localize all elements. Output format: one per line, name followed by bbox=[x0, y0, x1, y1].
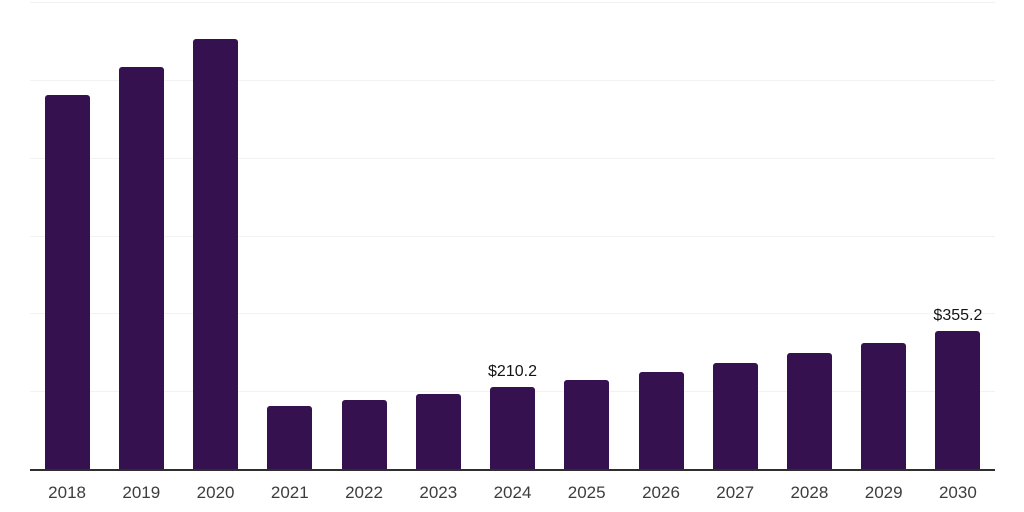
x-tick-label: 2025 bbox=[567, 483, 606, 502]
x-tick-label: 2028 bbox=[790, 483, 829, 502]
x-tick-label: 2023 bbox=[419, 483, 458, 502]
bar-2021 bbox=[267, 406, 313, 469]
bar-value-label: $355.2 bbox=[933, 306, 983, 324]
x-tick-label: 2026 bbox=[642, 483, 680, 502]
gridline bbox=[30, 2, 995, 3]
bar-2027 bbox=[712, 362, 758, 469]
x-tick-label: 2024 bbox=[493, 483, 532, 502]
x-tick-label: 2018 bbox=[48, 483, 86, 502]
x-tick-label: 2027 bbox=[716, 483, 755, 502]
bar-2028 bbox=[786, 353, 832, 469]
x-axis-line bbox=[30, 469, 995, 471]
gridline bbox=[30, 313, 995, 315]
bar-2024 bbox=[490, 387, 535, 469]
x-tick-label: 2020 bbox=[196, 483, 235, 502]
x-tick-label: 2019 bbox=[122, 483, 161, 502]
x-tick-label: 2022 bbox=[345, 483, 383, 502]
bar-2022 bbox=[341, 400, 387, 469]
x-tick-label: 2029 bbox=[864, 483, 903, 502]
bar-2023 bbox=[415, 394, 461, 469]
bar-value-label: $210.2 bbox=[488, 363, 537, 381]
bar-2020 bbox=[193, 39, 239, 469]
bar-2018 bbox=[44, 95, 90, 469]
bar-2026 bbox=[638, 371, 684, 469]
bar-2030 bbox=[935, 330, 981, 469]
gridline bbox=[30, 235, 995, 237]
gridline bbox=[30, 157, 995, 159]
bar-2019 bbox=[118, 67, 164, 469]
bar-2025 bbox=[564, 379, 610, 469]
gridline bbox=[30, 79, 995, 81]
bar-2029 bbox=[861, 342, 907, 469]
x-tick-label: 2021 bbox=[270, 483, 309, 502]
x-tick-label: 2030 bbox=[938, 483, 977, 502]
